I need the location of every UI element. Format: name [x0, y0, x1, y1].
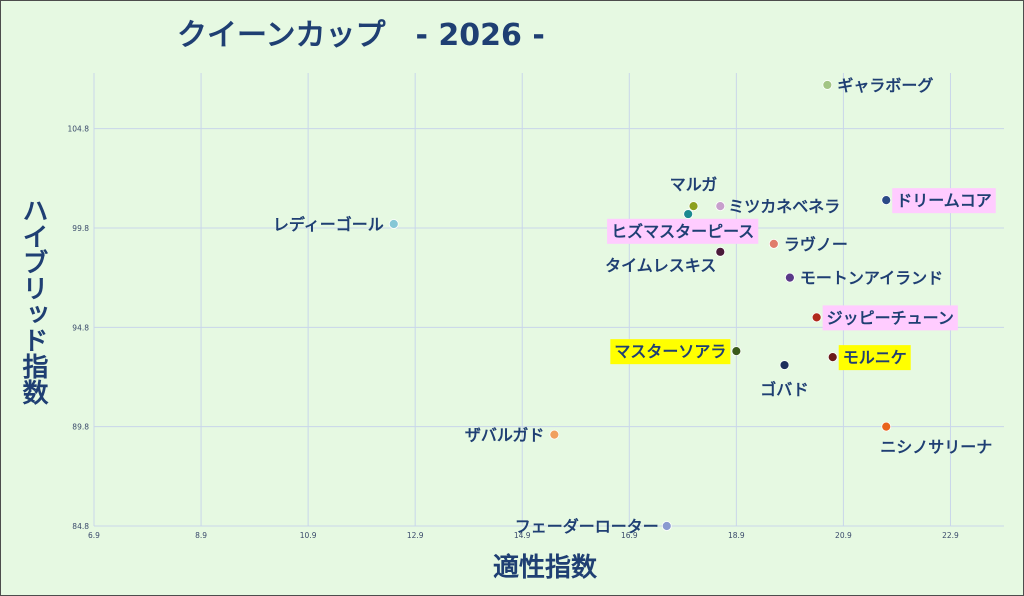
- label-highlight: [892, 188, 996, 214]
- y-tick-label: 89.8: [72, 423, 89, 432]
- point-label: マルガ: [670, 175, 718, 194]
- data-point: [827, 352, 838, 363]
- point-label: ラヴノー: [784, 235, 848, 254]
- data-point: [731, 346, 742, 357]
- data-point: [715, 201, 726, 212]
- point-label: ヒズマスターピース: [611, 222, 754, 241]
- point-label-group: ジッピーチューン: [822, 305, 958, 331]
- y-tick-label: 104.8: [68, 125, 90, 134]
- point-label-group: モートンアイランド: [800, 269, 943, 288]
- point-label: モルニケ: [843, 348, 907, 367]
- data-points: [388, 80, 892, 531]
- point-label: ニシノサリーナ: [880, 438, 992, 457]
- data-point: [881, 421, 892, 432]
- data-point: [661, 521, 672, 531]
- x-tick-label: 14.9: [514, 531, 531, 540]
- point-label-group: フェーダーローター: [515, 517, 659, 536]
- x-tick-label: 20.9: [835, 531, 852, 540]
- label-highlight: [838, 345, 911, 371]
- point-label-group: ギャラボーグ: [837, 76, 933, 95]
- point-label-group: タイムレスキス: [605, 256, 716, 275]
- point-label: ザバルガド: [465, 426, 545, 445]
- x-tick-label: 8.9: [195, 531, 207, 540]
- data-point: [881, 195, 892, 206]
- data-point: [822, 80, 833, 90]
- x-tick-label: 6.9: [88, 531, 100, 540]
- point-label-group: ゴバド: [760, 380, 808, 399]
- x-tick-label: 18.9: [728, 531, 745, 540]
- point-label: ミツカネベネラ: [728, 197, 840, 216]
- data-point: [811, 312, 822, 323]
- point-label-group: モルニケ: [838, 345, 911, 371]
- x-tick-label: 22.9: [942, 531, 959, 540]
- point-label-group: レディーゴール: [273, 215, 384, 234]
- point-label-group: ヒズマスターピース: [607, 218, 759, 244]
- tick-labels: 6.9 8.9 10.9 12.9 14.9 16.9 18.9 20.9 22.9 84.8 89…: [68, 125, 960, 540]
- y-tick-label: 99.8: [72, 224, 89, 233]
- y-tick-label: 94.8: [72, 323, 89, 332]
- point-label-group: マスターソアラ: [610, 339, 731, 365]
- grid-lines: [93, 73, 1004, 527]
- data-point: [549, 429, 560, 440]
- point-label-group: ラヴノー: [784, 235, 848, 254]
- x-tick-label: 12.9: [407, 531, 424, 540]
- data-point: [784, 272, 795, 283]
- point-label-group: マルガ: [670, 175, 718, 194]
- data-point: [768, 238, 779, 249]
- x-tick-label: 16.9: [621, 531, 638, 540]
- point-label: ジッピーチューン: [827, 308, 954, 327]
- point-label: フェーダーローター: [515, 517, 659, 536]
- label-highlight: [610, 339, 731, 365]
- point-label: ドリームコア: [896, 191, 992, 210]
- point-label: モートンアイランド: [800, 269, 943, 288]
- point-label: レディーゴール: [273, 215, 384, 234]
- point-label: ゴバド: [760, 380, 808, 399]
- point-label: タイムレスキス: [605, 256, 716, 275]
- point-label-group: ザバルガド: [465, 426, 545, 445]
- point-label-group: ミツカネベネラ: [728, 197, 840, 216]
- label-highlight: [607, 218, 759, 244]
- data-point: [388, 219, 399, 229]
- x-axis-label: 適性指数: [493, 552, 598, 583]
- point-label-group: ドリームコア: [892, 188, 996, 214]
- x-tick-label: 10.9: [300, 531, 317, 540]
- chart-title: クイーンカップ - 2026 -: [177, 18, 545, 53]
- data-point: [715, 246, 726, 257]
- y-axis-label: ハイブリッド指数: [18, 197, 48, 406]
- data-point: [683, 209, 694, 219]
- point-label-group: ニシノサリーナ: [880, 438, 992, 457]
- point-label: マスターソアラ: [614, 342, 726, 361]
- data-point: [688, 201, 699, 212]
- point-label: ギャラボーグ: [837, 76, 933, 95]
- data-point: [779, 360, 790, 370]
- label-highlight: [822, 305, 958, 331]
- y-tick-label: 84.8: [72, 522, 89, 531]
